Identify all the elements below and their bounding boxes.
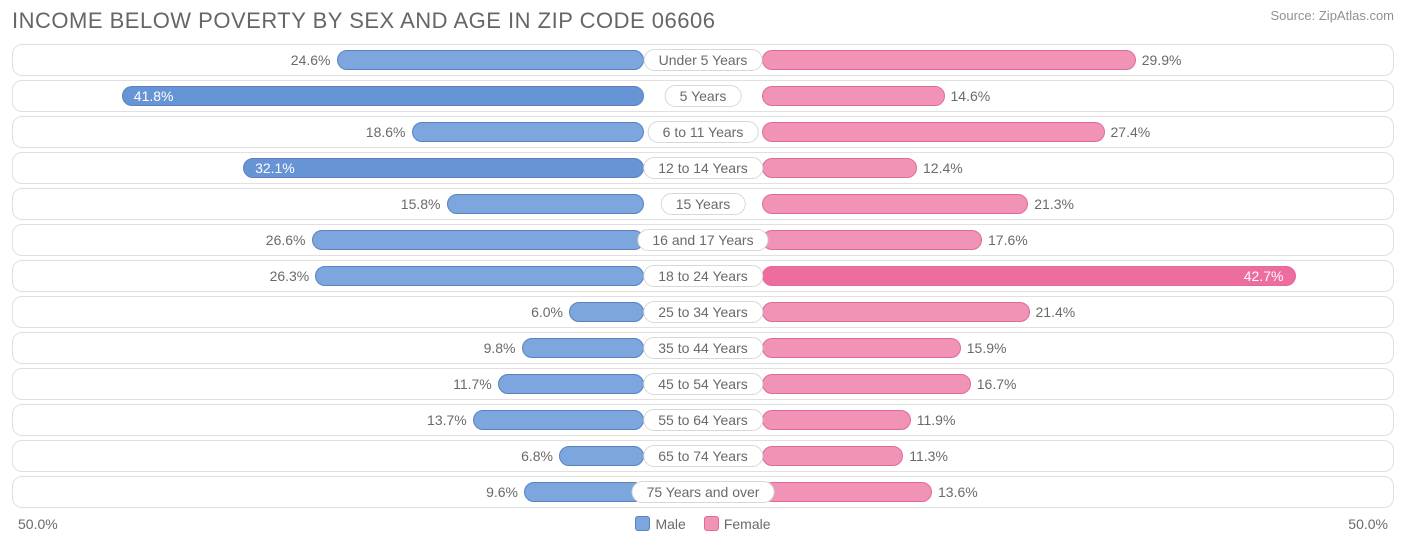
female-value-label: 21.3%: [1034, 196, 1074, 212]
male-bar: [473, 410, 644, 430]
female-bar: [762, 374, 971, 394]
chart-row: 11.7% 16.7% 45 to 54 Years: [12, 368, 1394, 400]
chart-row: 6.0% 21.4% 25 to 34 Years: [12, 296, 1394, 328]
female-value-label: 27.4%: [1111, 124, 1151, 140]
category-label: 75 Years and over: [632, 481, 775, 503]
male-value-label: 26.6%: [266, 232, 306, 248]
category-label: Under 5 Years: [644, 49, 763, 71]
legend-female-label: Female: [724, 516, 771, 532]
axis-legend-row: 50.0% Male Female 50.0%: [12, 512, 1394, 532]
chart-row: 41.8% 14.6% 5 Years: [12, 80, 1394, 112]
male-swatch-icon: [635, 516, 650, 531]
category-label: 65 to 74 Years: [643, 445, 763, 467]
chart-title: INCOME BELOW POVERTY BY SEX AND AGE IN Z…: [12, 8, 715, 34]
female-value-label: 11.3%: [909, 448, 948, 464]
category-label: 45 to 54 Years: [643, 373, 763, 395]
male-value-label: 13.7%: [427, 412, 467, 428]
category-label: 35 to 44 Years: [643, 337, 763, 359]
category-label: 25 to 34 Years: [643, 301, 763, 323]
axis-left-label: 50.0%: [18, 516, 58, 532]
male-bar: [315, 266, 644, 286]
female-bar: [762, 122, 1105, 142]
chart-rows: 24.6% 29.9% Under 5 Years 41.8% 14.6% 5 Years…: [12, 44, 1394, 508]
male-bar: [524, 482, 644, 502]
female-bar: [762, 302, 1030, 322]
female-value-label: 16.7%: [977, 376, 1017, 392]
female-bar: [762, 338, 961, 358]
category-label: 12 to 14 Years: [643, 157, 763, 179]
female-swatch-icon: [704, 516, 719, 531]
chart-row: 6.8% 11.3% 65 to 74 Years: [12, 440, 1394, 472]
male-value-label: 41.8%: [134, 88, 174, 104]
female-bar: [762, 86, 945, 106]
category-label: 15 Years: [661, 193, 746, 215]
chart-row: 24.6% 29.9% Under 5 Years: [12, 44, 1394, 76]
male-bar: [569, 302, 644, 322]
category-label: 16 and 17 Years: [637, 229, 768, 251]
chart-row: 32.1% 12.4% 12 to 14 Years: [12, 152, 1394, 184]
chart-row: 26.6% 17.6% 16 and 17 Years: [12, 224, 1394, 256]
male-bar: [122, 86, 645, 106]
female-value-label: 11.9%: [917, 412, 956, 428]
male-bar: [447, 194, 645, 214]
female-value-label: 17.6%: [988, 232, 1028, 248]
male-value-label: 32.1%: [255, 160, 295, 176]
category-label: 5 Years: [665, 85, 742, 107]
female-bar: [762, 410, 911, 430]
male-bar: [243, 158, 644, 178]
male-bar: [312, 230, 645, 250]
male-value-label: 9.6%: [486, 484, 518, 500]
male-value-label: 6.8%: [521, 448, 553, 464]
male-bar: [522, 338, 645, 358]
male-value-label: 15.8%: [401, 196, 441, 212]
female-value-label: 13.6%: [938, 484, 978, 500]
female-bar: [762, 194, 1028, 214]
female-value-label: 15.9%: [967, 340, 1007, 356]
category-label: 6 to 11 Years: [648, 121, 759, 143]
male-bar: [498, 374, 644, 394]
chart-row: 18.6% 27.4% 6 to 11 Years: [12, 116, 1394, 148]
male-bar: [337, 50, 645, 70]
female-bar: [762, 266, 1296, 286]
female-value-label: 14.6%: [951, 88, 991, 104]
female-bar: [762, 50, 1136, 70]
male-value-label: 9.8%: [484, 340, 516, 356]
female-value-label: 21.4%: [1036, 304, 1076, 320]
female-bar: [762, 158, 917, 178]
female-value-label: 42.7%: [1244, 268, 1284, 284]
chart-row: 15.8% 21.3% 15 Years: [12, 188, 1394, 220]
chart-row: 9.8% 15.9% 35 to 44 Years: [12, 332, 1394, 364]
category-label: 55 to 64 Years: [643, 409, 763, 431]
chart-container: INCOME BELOW POVERTY BY SEX AND AGE IN Z…: [0, 0, 1406, 540]
legend-male: Male: [635, 516, 685, 532]
legend-male-label: Male: [655, 516, 685, 532]
female-value-label: 29.9%: [1142, 52, 1182, 68]
chart-row: 13.7% 11.9% 55 to 64 Years: [12, 404, 1394, 436]
header: INCOME BELOW POVERTY BY SEX AND AGE IN Z…: [12, 8, 1394, 34]
male-bar: [412, 122, 645, 142]
legend-female: Female: [704, 516, 771, 532]
axis-right-label: 50.0%: [1348, 516, 1388, 532]
male-value-label: 6.0%: [531, 304, 563, 320]
legend: Male Female: [635, 516, 770, 532]
source-label: Source: ZipAtlas.com: [1270, 8, 1394, 23]
category-label: 18 to 24 Years: [643, 265, 763, 287]
male-value-label: 11.7%: [453, 376, 492, 392]
male-value-label: 18.6%: [366, 124, 406, 140]
female-value-label: 12.4%: [923, 160, 963, 176]
female-bar: [762, 230, 982, 250]
female-bar: [762, 482, 932, 502]
chart-row: 9.6% 13.6% 75 Years and over: [12, 476, 1394, 508]
chart-row: 26.3% 42.7% 18 to 24 Years: [12, 260, 1394, 292]
female-bar: [762, 446, 903, 466]
male-value-label: 24.6%: [291, 52, 331, 68]
male-bar: [559, 446, 644, 466]
male-value-label: 26.3%: [270, 268, 310, 284]
